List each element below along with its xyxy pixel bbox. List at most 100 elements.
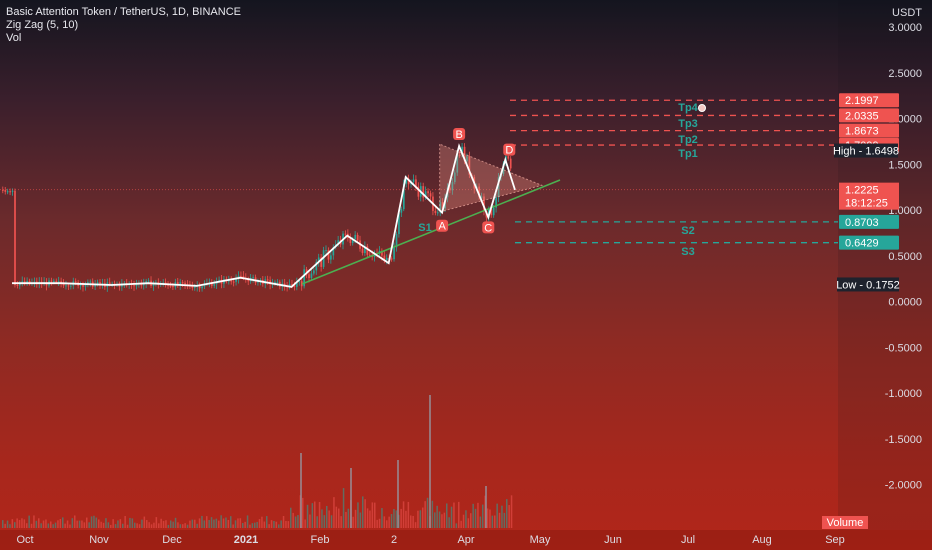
volume-indicator-label[interactable]: Vol: [6, 32, 22, 44]
volume-bar: [402, 501, 405, 528]
volume-bar: [506, 499, 508, 528]
volume-bar: [16, 518, 18, 528]
support-price-text: 0.6429: [845, 238, 879, 250]
volume-bar: [242, 522, 244, 528]
volume-bar: [182, 524, 184, 528]
volume-bar: [465, 510, 467, 528]
candle-body: [6, 191, 9, 193]
time-tick: Dec: [162, 534, 182, 546]
volume-bar: [474, 508, 477, 528]
volume-bar: [14, 522, 16, 528]
candle-body: [300, 281, 303, 287]
candle-body: [53, 280, 55, 282]
volume-bar: [98, 519, 100, 528]
volume-bar: [141, 519, 143, 528]
volume-bar: [333, 497, 335, 528]
volume-bar: [237, 518, 239, 528]
candle-body: [74, 281, 77, 283]
candle-body: [424, 191, 427, 198]
pattern-point-label: B: [455, 129, 462, 141]
volume-bar: [460, 520, 462, 528]
volume-tag: [822, 516, 868, 529]
volume-spike-bar: [300, 453, 302, 528]
candle-body: [327, 250, 330, 260]
candle-body: [179, 282, 182, 285]
low-price-text: Low - 0.1752: [836, 279, 900, 291]
price-axis-panel[interactable]: [838, 0, 932, 530]
candle-body: [9, 191, 11, 193]
candle-body: [298, 281, 301, 283]
volume-bar: [206, 516, 208, 528]
volume-bar: [472, 503, 474, 528]
volume-bar: [112, 519, 114, 528]
support-s1-label: S1: [418, 222, 431, 234]
volume-bar: [364, 499, 366, 528]
volume-bar: [314, 501, 316, 528]
candle-body: [16, 284, 19, 286]
volume-bar: [249, 524, 251, 528]
volume-bar: [280, 520, 282, 528]
support-price-text: 0.8703: [845, 217, 879, 229]
volume-bar: [76, 520, 78, 528]
candle-body: [62, 283, 65, 286]
candle-body: [451, 182, 454, 191]
candle-body: [94, 283, 97, 287]
candle-body: [398, 212, 400, 235]
candle-body: [495, 197, 497, 208]
time-tick: Feb: [311, 534, 330, 546]
volume-bar: [407, 501, 410, 528]
symbol-title[interactable]: Basic Attention Token / TetherUS, 1D, BI…: [6, 6, 241, 18]
volume-bar: [292, 512, 294, 528]
volume-bar: [160, 518, 162, 528]
candle-body: [50, 280, 53, 282]
volume-bar: [441, 514, 443, 528]
volume-bar: [184, 523, 186, 528]
volume-bar: [143, 516, 146, 528]
zigzag-indicator-label[interactable]: Zig Zag (5, 10): [6, 19, 79, 31]
volume-bar: [330, 515, 333, 528]
ascending-trendline: [301, 179, 561, 285]
low-price-tag: [837, 277, 899, 292]
candle-body: [82, 284, 84, 287]
volume-bar: [388, 516, 390, 528]
candle-body: [390, 258, 393, 260]
volume-bar: [30, 523, 33, 528]
volume-bar: [64, 523, 66, 528]
candle-body: [441, 202, 444, 209]
time-axis-panel[interactable]: [0, 530, 932, 550]
volume-bar: [412, 515, 414, 528]
candle-body: [266, 279, 269, 281]
volume-bar: [282, 515, 285, 528]
volume-bar: [419, 510, 422, 528]
candle-body: [483, 196, 485, 212]
pattern-point-label: C: [484, 222, 492, 234]
volume-bar: [191, 519, 194, 528]
volume-bar: [47, 523, 50, 528]
volume-bar: [453, 502, 455, 528]
volume-bar: [114, 524, 117, 528]
target-price-text: 2.0335: [845, 110, 879, 122]
target-name-label: Tp3: [678, 118, 698, 130]
target-name-label: Tp4: [678, 102, 698, 114]
candle-body: [492, 207, 495, 216]
time-tick: May: [530, 534, 551, 546]
price-tick: 1.5000: [888, 159, 922, 171]
candle-body: [26, 280, 28, 284]
candle-body: [361, 248, 364, 254]
volume-bar: [354, 509, 357, 528]
volume-bar: [35, 520, 38, 528]
volume-bar: [443, 512, 446, 528]
volume-bar: [153, 522, 155, 528]
candle-body: [164, 282, 167, 284]
volume-bar: [510, 495, 513, 528]
candle-body: [291, 284, 293, 286]
volume-bar: [244, 521, 246, 528]
volume-bar: [270, 520, 273, 528]
volume-bar: [215, 518, 218, 528]
volume-bar: [210, 517, 213, 528]
candle-body: [70, 285, 72, 287]
volume-bar: [477, 502, 479, 528]
volume-bar: [311, 503, 314, 528]
candle-body: [332, 247, 335, 256]
